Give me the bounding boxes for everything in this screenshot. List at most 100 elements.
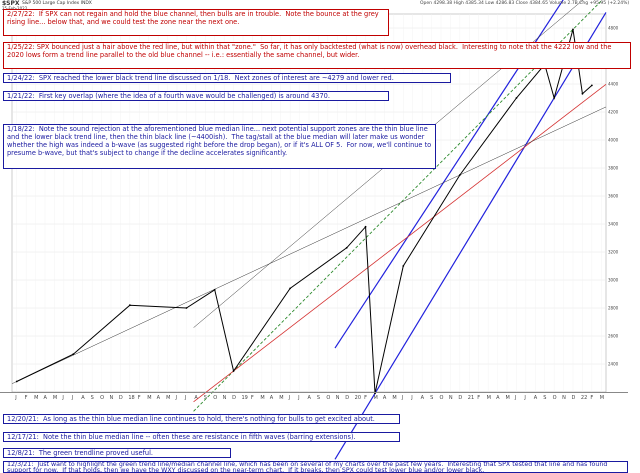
x-tick-label: J [175, 395, 177, 401]
x-tick-label: J [288, 395, 290, 401]
x-tick-label: A [421, 395, 425, 401]
x-tick-label: S [543, 395, 546, 401]
y-tick-label: 2400 [608, 362, 619, 367]
price-point [15, 380, 18, 383]
price-point [289, 287, 292, 290]
x-tick-label: F [25, 395, 28, 401]
chart-header: $SPX S&P 500 Large Cap Index INDX 25-Feb… [0, 0, 640, 11]
x-tick-label: A [534, 395, 538, 401]
x-tick-label: M [34, 395, 38, 401]
price-point [515, 97, 518, 99]
x-tick-label: D [572, 395, 576, 401]
blue-channel-upper-line [334, 0, 564, 349]
x-tick-label: M [260, 395, 264, 401]
x-tick-label: 19 [242, 395, 248, 401]
price-point [553, 97, 556, 99]
x-tick-label: J [514, 395, 516, 401]
x-tick-label: 18 [128, 395, 134, 401]
x-tick-label: D [119, 395, 123, 401]
price-point [572, 28, 574, 31]
x-tick-label: M [506, 395, 510, 401]
x-tick-label: O [100, 395, 104, 401]
quote-line: Open 4298.38 High 4385.34 Low 4286.83 Cl… [420, 1, 630, 6]
y-tick-label: 4800 [608, 26, 619, 31]
x-tick-label: N [336, 395, 340, 401]
x-tick-label: D [345, 395, 349, 401]
price-point [185, 307, 188, 309]
note-1-24: 1/24/22: SPX reached the lower black tre… [3, 73, 451, 83]
y-tick-label: 3600 [608, 194, 619, 199]
note-12-20: 12/20/21: As long as the thin blue media… [3, 414, 400, 424]
x-tick-label: D [458, 395, 462, 401]
x-tick-label: 20 [355, 395, 361, 401]
note-12-3: 12/3/21: Just want to highlight the gree… [3, 461, 628, 473]
red-line [193, 83, 607, 403]
price-point [458, 174, 461, 176]
y-tick-label: 3400 [608, 222, 619, 227]
x-tick-label: S [430, 395, 433, 401]
x-tick-label: O [213, 395, 217, 401]
x-tick-label: F [477, 395, 480, 401]
x-tick-label: F [138, 395, 141, 401]
x-tick-label: J [184, 395, 186, 401]
x-tick-label: N [223, 395, 227, 401]
x-tick-label: M [374, 395, 378, 401]
x-tick-label: 21 [468, 395, 474, 401]
x-tick-label: A [270, 395, 274, 401]
price-point [232, 370, 235, 372]
x-tick-label: 22 [581, 395, 587, 401]
note-1-25: 1/25/22: SPX bounced just a hair above t… [3, 42, 631, 69]
note-1-18: 1/18/22: Note the sound rejection at the… [3, 124, 436, 169]
x-tick-label: A [81, 395, 85, 401]
x-tick-label: S [91, 395, 94, 401]
price-point [213, 288, 216, 291]
chart-date: 25-Feb-2022 [2, 6, 27, 11]
y-tick-label: 4400 [608, 82, 619, 87]
price-point [364, 225, 367, 228]
y-tick-label: 3200 [608, 250, 619, 255]
chart-subtitle: S&P 500 Large Cap Index INDX [22, 1, 92, 6]
x-tick-label: M [392, 395, 396, 401]
x-tick-label: A [157, 395, 161, 401]
y-tick-label: 4000 [608, 138, 619, 143]
x-tick-label: N [110, 395, 114, 401]
price-point [402, 265, 405, 267]
x-tick-label: A [383, 395, 387, 401]
black-trend-line-1 [11, 106, 607, 384]
y-tick-label: 3000 [608, 278, 619, 283]
x-tick-label: F [364, 395, 367, 401]
x-tick-label: S [204, 395, 207, 401]
note-2-27: 2/27/22: If SPX can not regain and hold … [3, 9, 389, 36]
y-tick-label: 2600 [608, 334, 619, 339]
x-tick-label: M [279, 395, 283, 401]
y-tick-label: 4200 [608, 110, 619, 115]
x-tick-label: A [194, 395, 198, 401]
x-tick-label: J [523, 395, 525, 401]
x-tick-label: S [317, 395, 320, 401]
blue-channel-lower-line [334, 12, 607, 460]
x-tick-label: D [232, 395, 236, 401]
price-series-line [16, 29, 593, 394]
price-point [72, 353, 75, 356]
x-tick-label: M [53, 395, 57, 401]
x-tick-label: M [487, 395, 491, 401]
x-tick-label: O [553, 395, 557, 401]
chart-divider [0, 392, 628, 393]
price-point [581, 92, 584, 95]
x-tick-label: F [590, 395, 593, 401]
x-tick-label: J [14, 395, 16, 401]
note-12-8: 12/8/21: The green trendline proved usef… [3, 448, 231, 458]
x-tick-label: J [61, 395, 63, 401]
x-tick-label: M [147, 395, 151, 401]
x-tick-label: J [410, 395, 412, 401]
x-tick-label: M [600, 395, 604, 401]
x-tick-label: O [326, 395, 330, 401]
x-tick-label: A [308, 395, 312, 401]
x-tick-label: A [496, 395, 500, 401]
x-tick-label: M [166, 395, 170, 401]
x-tick-label: J [71, 395, 73, 401]
note-12-17: 12/17/21: Note the thin blue median line… [3, 432, 400, 442]
x-tick-label: J [401, 395, 403, 401]
